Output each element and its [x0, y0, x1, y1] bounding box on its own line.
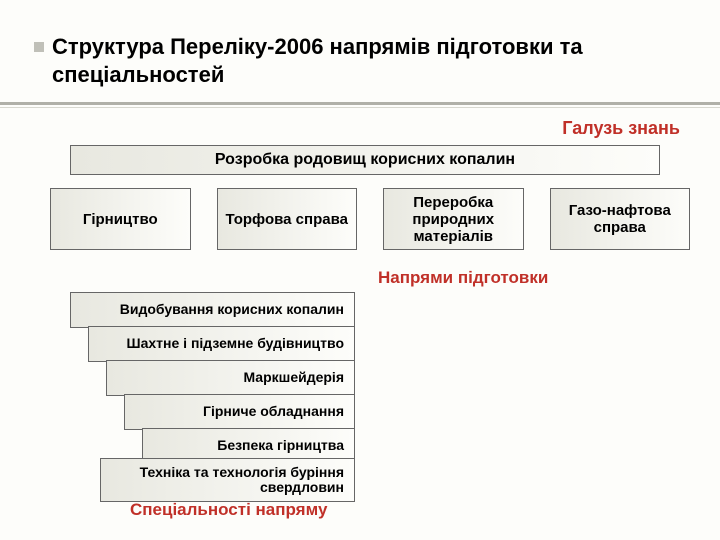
annotation-specialties: Спеціальності напряму — [130, 500, 327, 520]
direction-cell: Газо-нафтова справа — [550, 188, 691, 250]
directions-row: Гірництво Торфова справа Переробка приро… — [50, 188, 690, 250]
direction-cell: Переробка природних матеріалів — [383, 188, 524, 250]
specialty-box: Гірниче обладнання — [124, 394, 355, 430]
root-box: Розробка родовищ корисних копалин — [70, 145, 660, 175]
direction-cell: Гірництво — [50, 188, 191, 250]
title-bullet — [34, 42, 44, 52]
annotation-domain: Галузь знань — [562, 118, 680, 139]
specialty-box: Шахтне і підземне будівництво — [88, 326, 355, 362]
divider — [0, 102, 720, 108]
specialty-box: Маркшейдерія — [106, 360, 355, 396]
specialty-box: Техніка та технологія буріння свердловин — [100, 458, 355, 502]
specialty-box: Видобування корисних копалин — [70, 292, 355, 328]
direction-cell: Торфова справа — [217, 188, 358, 250]
annotation-directions: Напрями підготовки — [378, 268, 548, 288]
slide-title: Структура Переліку-2006 напрямів підгото… — [52, 33, 652, 88]
